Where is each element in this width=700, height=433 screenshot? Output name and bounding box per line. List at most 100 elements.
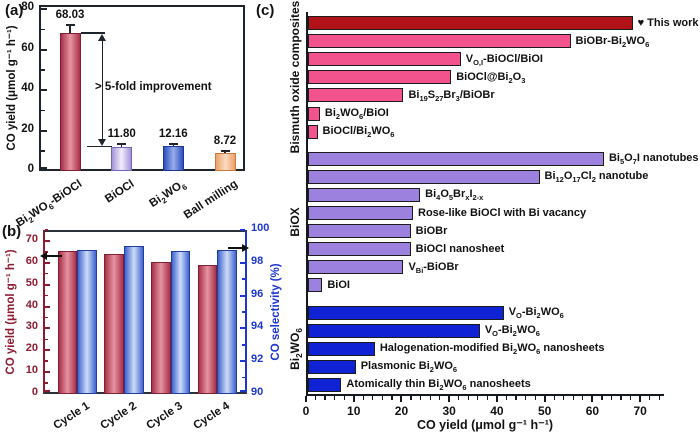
y-tick-label: 0	[27, 163, 34, 175]
annotation-text: > 5-fold improvement	[95, 81, 212, 93]
x-minor-tick	[658, 396, 660, 400]
x-tick-label: 30	[442, 404, 456, 418]
bar	[308, 124, 318, 139]
bar-label: VBi-BiOBr	[408, 260, 459, 276]
x-tick	[305, 396, 307, 402]
bar	[308, 70, 452, 85]
x-minor-tick	[419, 396, 422, 400]
x-tick	[400, 396, 403, 402]
y-tick-label-left: 20	[25, 342, 38, 355]
y-tick-label-right: 98	[251, 254, 264, 267]
right-arrow-head	[242, 244, 249, 252]
error-bar-cap	[117, 143, 127, 146]
bar	[308, 169, 540, 184]
y-minor-tick-left	[45, 251, 48, 253]
x-minor-tick	[486, 396, 488, 400]
y-minor-tick-left	[45, 272, 48, 275]
bar-label: Rose-like BiOCl with Bi vacancy	[418, 206, 587, 219]
bar	[170, 251, 191, 394]
x-minor-tick	[610, 396, 613, 400]
x-minor-tick	[477, 396, 479, 400]
y-tick-left	[45, 390, 50, 392]
bar	[308, 187, 421, 202]
left-arrow-head	[40, 252, 47, 260]
y-tick	[41, 8, 47, 11]
x-minor-tick	[324, 396, 326, 400]
bar-label: Bi19S27Br3/BiOBr	[408, 88, 495, 104]
bar	[151, 261, 171, 394]
x-minor-tick	[458, 396, 460, 400]
y-tick-right	[240, 229, 245, 231]
panel-b-tag: (b)	[2, 223, 22, 240]
x-minor-tick	[343, 396, 345, 400]
bar-label: Halogenation-modified Bi2WO6 nanosheets	[379, 342, 605, 357]
x-tick-label: 40	[490, 404, 504, 418]
x-minor-tick	[429, 396, 431, 400]
y-tick-left	[45, 283, 50, 286]
bar-label: BiOBr	[415, 224, 448, 237]
x-minor-tick	[372, 396, 374, 400]
group-label: BiOX	[287, 207, 302, 237]
bar-value-label: 68.03	[55, 9, 85, 22]
annotation-line-bottom	[87, 145, 112, 148]
bar	[77, 249, 98, 394]
y-axis-line	[306, 12, 308, 396]
x-minor-tick	[563, 396, 565, 400]
y-tick-right	[240, 294, 245, 297]
x-tick	[352, 396, 355, 402]
y-tick-right	[240, 261, 245, 264]
y-minor-tick	[41, 150, 45, 152]
plot-frame	[39, 5, 245, 171]
panel-c-tag: (c)	[256, 2, 275, 19]
y-tick-left	[45, 371, 50, 374]
x-minor-tick	[410, 396, 412, 400]
y-minor-tick-right	[242, 311, 245, 313]
bar-label: VO-Bi2WO6	[508, 306, 564, 321]
bar	[308, 206, 413, 221]
x-minor-tick	[582, 396, 584, 400]
y-tick-label-right: 92	[251, 353, 264, 366]
error-bar-cap	[220, 150, 230, 153]
error-bar	[172, 143, 175, 147]
y-tick-label-right: 90	[251, 386, 264, 398]
x-minor-tick	[467, 396, 469, 400]
bar-label: Bi2WO6/BiOI	[324, 107, 389, 122]
bar-label: BiOCl nanosheet	[415, 242, 505, 255]
bar	[57, 250, 78, 394]
bar	[308, 106, 320, 121]
y-minor-tick-left	[45, 229, 48, 231]
x-tick-label: 20	[394, 404, 409, 418]
group-label: Bi2WO6	[287, 327, 305, 370]
bar	[214, 153, 236, 171]
bar-label: Atomically thin Bi2WO6 nanosheets	[346, 378, 531, 393]
bar	[308, 377, 342, 392]
bar	[59, 33, 81, 171]
y-minor-tick	[41, 28, 45, 31]
x-tick-label: 70	[633, 404, 647, 418]
x-minor-tick	[362, 396, 364, 400]
bar	[197, 264, 218, 394]
y-tick-label-right: 94	[251, 320, 264, 333]
y-minor-tick	[41, 69, 45, 71]
x-minor-tick	[515, 396, 517, 400]
x-minor-tick	[505, 396, 508, 400]
y-minor-tick-left	[45, 316, 48, 319]
y-tick-right	[240, 327, 245, 330]
y-tick-right	[240, 390, 245, 392]
y-tick-label-left: 50	[25, 276, 38, 289]
bar-value-label: 8.72	[213, 135, 237, 148]
bar	[308, 260, 404, 275]
panel-a-tag: (a)	[5, 2, 24, 19]
x-tick-label: 60	[585, 404, 600, 418]
bar	[124, 246, 144, 394]
y-minor-tick-right	[242, 278, 245, 280]
x-minor-tick	[629, 396, 632, 400]
x-tick	[448, 396, 451, 402]
error-bar-cap	[65, 24, 75, 27]
x-tick	[591, 396, 594, 402]
x-minor-tick	[334, 396, 336, 400]
bar	[308, 88, 404, 103]
y-tick-label: 20	[21, 122, 34, 135]
